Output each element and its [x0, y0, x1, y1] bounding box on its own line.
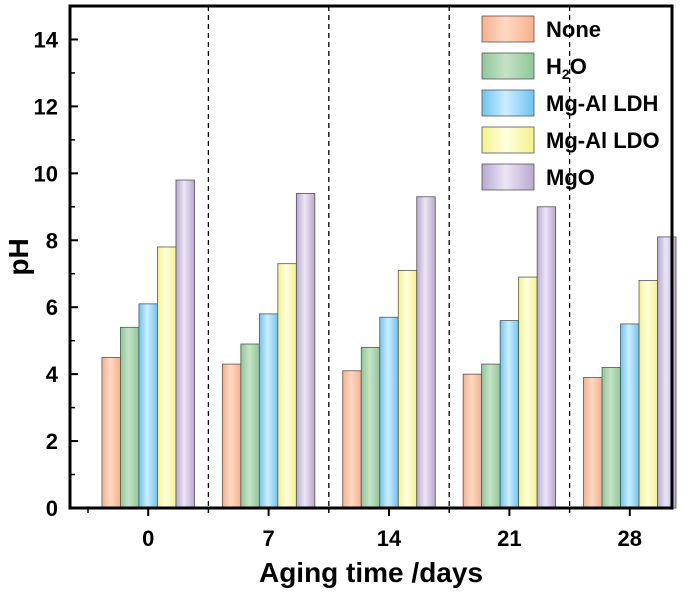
- bar: [258, 313, 279, 509]
- group-separators: [207, 6, 571, 508]
- x-axis-title: Aging time /days: [259, 557, 483, 588]
- bar: [360, 346, 381, 509]
- legend-label: Mg-Al LDH: [546, 91, 658, 116]
- y-axis-ticks: 0 2 4 6 8 10 12 14: [34, 5, 78, 521]
- bar: [342, 370, 362, 509]
- bar: [583, 377, 603, 509]
- legend-swatch: [481, 15, 535, 43]
- y-axis-title: pH: [3, 238, 34, 275]
- x-axis-ticks: 0 7 14 21 28: [87, 508, 642, 551]
- legend-swatch: [481, 126, 535, 154]
- bar: [379, 316, 399, 509]
- bar: [416, 196, 436, 509]
- legend-swatch: [481, 163, 535, 191]
- bar: [277, 263, 297, 509]
- y-tick-label: 4: [46, 362, 59, 387]
- legend-label: Mg-Al LDO: [546, 128, 660, 153]
- bar: [518, 276, 538, 509]
- y-tick-label: 2: [46, 429, 58, 454]
- bar: [397, 269, 418, 509]
- bar: [175, 179, 195, 509]
- bar: [295, 193, 316, 509]
- x-tick-label: 14: [377, 526, 402, 551]
- legend-swatch: [481, 89, 535, 117]
- bars: [101, 179, 677, 509]
- bar: [462, 373, 483, 509]
- bar: [221, 363, 242, 509]
- x-tick-label: 28: [618, 526, 642, 551]
- bar: [536, 206, 557, 509]
- y-tick-label: 14: [34, 27, 59, 52]
- x-tick-label: 21: [497, 526, 521, 551]
- legend: None H2O Mg-Al LDH Mg-Al LDO MgO: [481, 15, 660, 191]
- bar: [481, 363, 501, 509]
- legend-label: MgO: [546, 165, 595, 190]
- bar: [499, 320, 520, 509]
- bar: [240, 343, 260, 509]
- y-tick-label: 12: [34, 94, 58, 119]
- legend-swatch: [481, 52, 535, 80]
- bar: [638, 280, 658, 509]
- y-tick-label: 6: [46, 295, 58, 320]
- x-tick-label: 0: [142, 526, 154, 551]
- y-tick-label: 0: [46, 496, 58, 521]
- legend-label: None: [546, 17, 601, 42]
- legend-label: H2O: [546, 54, 587, 82]
- bar: [120, 326, 140, 509]
- y-tick-label: 8: [46, 228, 58, 253]
- y-tick-label: 10: [34, 161, 58, 186]
- bar: [620, 323, 640, 509]
- plot-frame: [68, 4, 674, 510]
- bar: [101, 356, 121, 509]
- bar: [157, 246, 177, 509]
- x-tick-label: 7: [262, 526, 274, 551]
- bar: [138, 303, 158, 509]
- bar: [601, 367, 621, 509]
